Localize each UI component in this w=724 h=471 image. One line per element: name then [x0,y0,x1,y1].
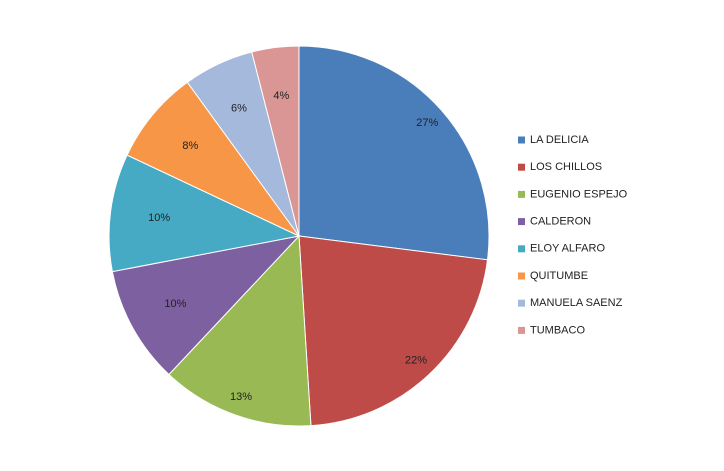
legend-swatch [518,190,525,198]
legend-swatch [518,245,525,253]
pie-slice [108,154,301,273]
pie-slice [168,234,312,427]
legend-label: TUMBACO [530,324,585,336]
data-label: 6% [231,102,247,114]
legend-label: ELOY ALFARO [530,243,605,255]
data-label: 27% [416,117,438,129]
legend-swatch [518,326,525,334]
data-label: 13% [230,391,252,403]
data-label: 4% [273,90,289,102]
legend-label: CALDERON [530,216,591,228]
legend-label: MANUELA SAENZ [530,297,623,309]
data-label: 8% [182,140,198,152]
data-label: 22% [405,355,427,367]
pie-slice [298,235,489,427]
legend-label: LA DELICIA [530,134,589,146]
legend-swatch [518,218,525,226]
data-label: 10% [148,212,170,224]
data-label: 10% [164,298,186,310]
legend-label: LOS CHILLOS [530,161,602,173]
legend-swatch [518,272,525,280]
legend-swatch [518,163,525,171]
legend-swatch [518,136,525,144]
pie-slice [298,45,490,261]
legend-swatch [518,299,525,307]
legend-label: EUGENIO ESPEJO [530,188,628,200]
legend-label: QUITUMBE [530,270,588,282]
pie-slice [111,235,301,376]
pie-slice [251,45,300,237]
pie-slice [126,81,300,237]
